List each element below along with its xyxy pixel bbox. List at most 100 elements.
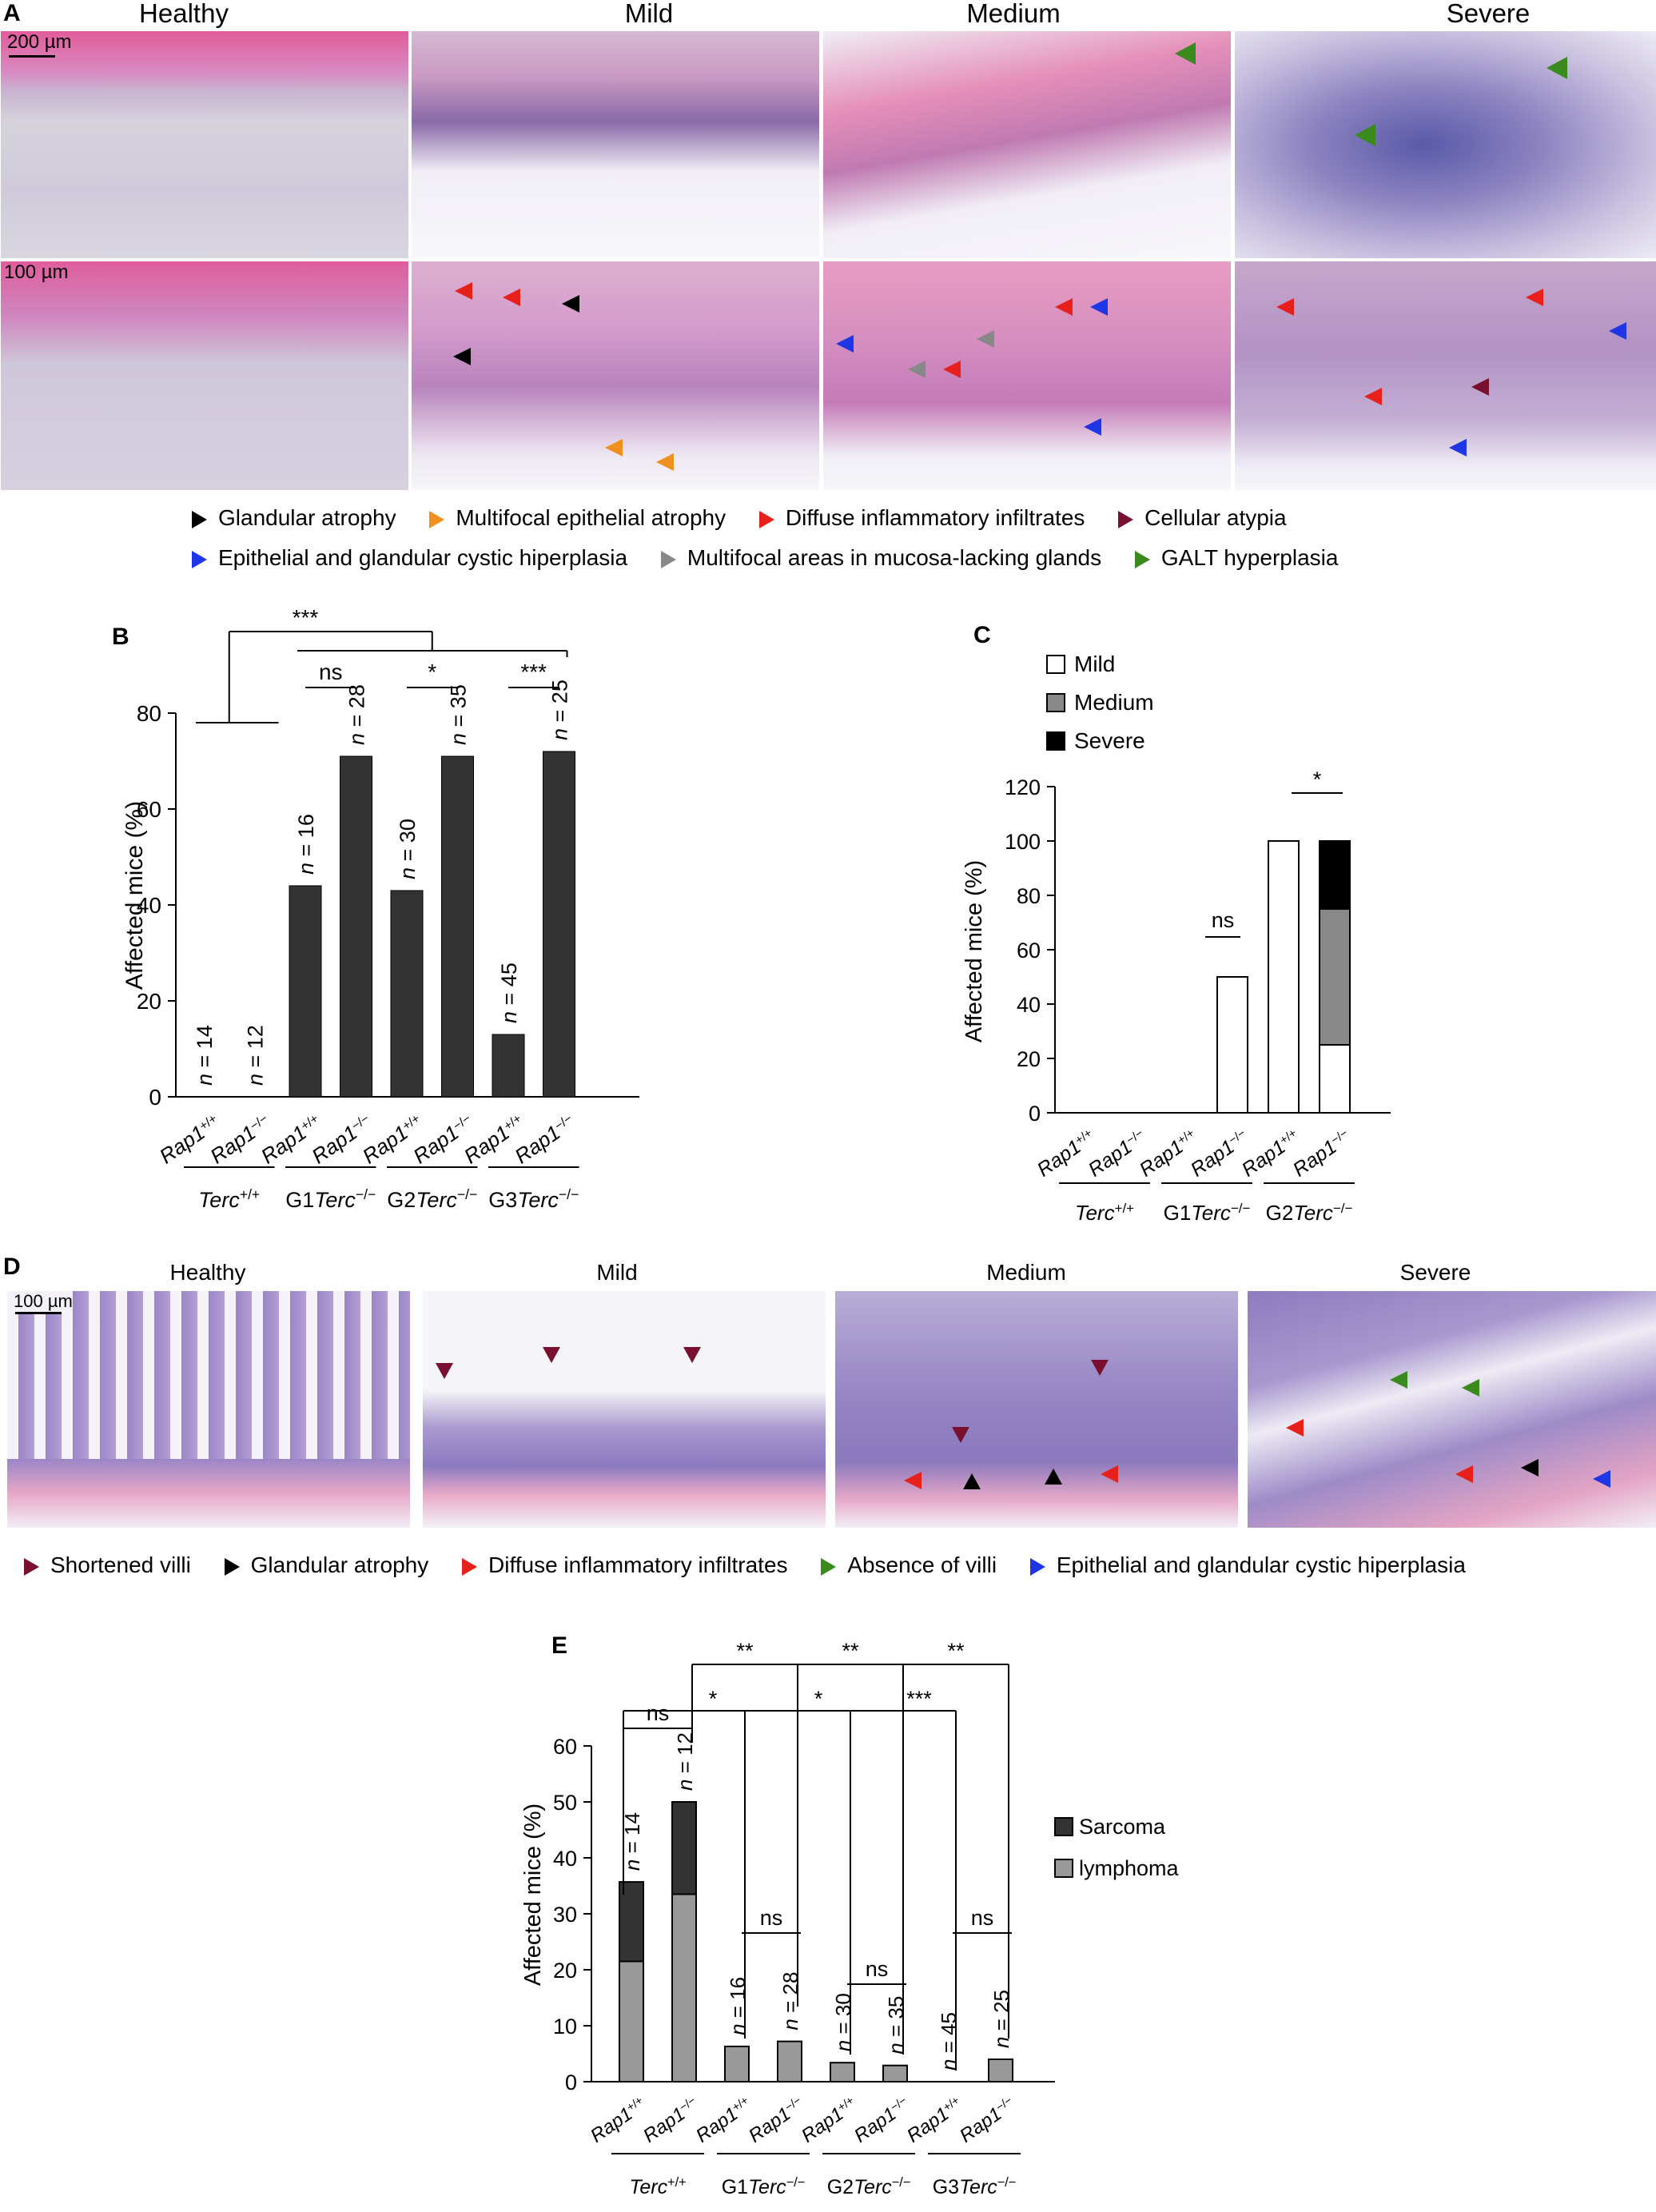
legend-swatch [1054,1817,1073,1836]
y-tick-label: 100 [1005,830,1041,854]
green-triangle-icon [821,1557,837,1576]
legend-swatch [1046,731,1065,751]
bar-segment [1268,840,1300,1114]
n-label: n = 12 [244,1025,268,1086]
bar [492,1034,525,1098]
n-label: n = 25 [989,1990,1013,2048]
significance-label: ** [736,1639,754,1663]
green-triangle-icon [1134,550,1150,568]
legend-item: Multifocal epithelial atrophy [429,505,726,531]
legend-item: Glandular atrophy [192,505,396,531]
bar-segment [882,2064,908,2083]
category-label: Rap1−/− [1085,1126,1151,1182]
y-tick-label: 60 [553,1735,577,1759]
y-tick-label: 10 [553,2015,577,2039]
legend-item: Epithelial and glandular cystic hiperpla… [1029,1552,1466,1578]
n-label: n = 12 [673,1732,697,1791]
category-label: Rap1+/+ [798,2094,862,2147]
n-label: n = 35 [447,684,471,745]
maroon-triangle-icon [1118,510,1134,528]
micrograph-a-healthy-high: 100 µm [0,261,409,491]
category-label: Rap1+/+ [692,2094,756,2147]
y-tick-label: 20 [553,1959,577,1983]
n-label: n = 16 [726,1977,750,2035]
y-tick-label: 80 [1017,884,1041,908]
significance-label: *** [906,1687,932,1711]
significance-label: ns [647,1701,670,1725]
scale-label-d: 100 µm [14,1291,73,1312]
panel-a-letter: A [3,0,21,26]
significance-label: ns [319,660,343,684]
y-axis-label: Affected mice (%) [121,801,148,990]
y-tick-label: 40 [1017,993,1041,1017]
category-label: Rap1−/− [1289,1126,1355,1182]
legend-swatch [1054,1859,1073,1878]
group-label: G1Terc−/− [722,2175,806,2198]
n-label: n = 14 [193,1025,217,1086]
bar [543,751,575,1098]
panel-c-letter: C [973,622,991,648]
significance-label: * [1313,767,1322,791]
n-label: n = 45 [497,963,521,1023]
panel-d-letter: D [3,1253,21,1280]
y-tick-label: 20 [1017,1047,1041,1071]
significance-label: ns [1212,908,1235,932]
category-label: Rap1−/− [956,2094,1020,2147]
micrograph-d-medium [834,1290,1239,1528]
scale-bar [15,1312,62,1314]
legend-item: Multifocal areas in mucosa-lacking gland… [660,545,1101,571]
panel-d-col-severe: Severe [1399,1260,1471,1285]
legend-item: Diffuse inflammatory infiltrates [758,505,1085,531]
group-label: G2Terc−/− [1266,1201,1353,1226]
bar-segment [777,2040,802,2082]
bar-segment [671,1801,697,1895]
n-label: n = 35 [884,1996,908,2055]
legend-label: Mild [1074,652,1115,676]
category-label: Rap1−/− [850,2094,914,2147]
y-tick-label: 60 [137,797,161,822]
blue-triangle-icon [192,550,207,568]
y-axis-label: Affected mice (%) [961,860,987,1042]
significance-label: *** [520,660,547,684]
significance-label: ns [760,1906,783,1930]
group-label: Terc+/+ [629,2175,686,2198]
bar-segment [1319,840,1351,910]
maroon-triangle-icon [24,1557,39,1576]
legend-item: Cellular atypia [1118,505,1287,531]
panel-d-col-healthy: Healthy [169,1260,246,1285]
category-label: Rap1+/+ [1136,1126,1202,1182]
panel-a-legend-row-1: Glandular atrophy Multifocal epithelial … [192,505,1314,531]
blue-triangle-icon [1029,1557,1045,1576]
category-label: Rap1+/+ [1033,1126,1100,1182]
bar-segment [1319,908,1351,1046]
bar-segment [724,2045,750,2083]
significance-label: * [709,1687,718,1711]
panel-b-letter: B [112,624,129,650]
bar-segment [671,1893,697,2082]
y-tick-label: 0 [149,1085,161,1110]
scale-label-bottom: 100 µm [4,261,69,283]
legend-item: Diffuse inflammatory infiltrates [462,1552,788,1578]
panel-a-col-healthy: Healthy [139,0,229,28]
panel-a-col-medium: Medium [966,0,1061,28]
legend-label: Sarcoma [1079,1815,1166,1839]
significance-label: ** [842,1639,859,1663]
legend-swatch [1046,655,1065,674]
micrograph-a-medium-high [822,261,1232,491]
category-label: Rap1+/+ [1238,1126,1304,1182]
group-label: Terc+/+ [198,1186,260,1212]
gray-triangle-icon [660,550,676,568]
black-triangle-icon [224,1557,240,1576]
micrograph-d-healthy: 100 µm [6,1290,411,1528]
group-label: Terc+/+ [1075,1201,1134,1226]
group-label: G1Terc−/− [1164,1201,1251,1226]
y-tick-label: 20 [137,989,161,1014]
group-label: G1Terc−/− [285,1186,376,1212]
mucosa-layer [7,1459,410,1528]
significance-label: * [428,660,436,684]
y-tick-label: 0 [1029,1102,1041,1126]
significance-label: *** [293,608,319,630]
group-label: G2Terc−/− [387,1186,477,1212]
